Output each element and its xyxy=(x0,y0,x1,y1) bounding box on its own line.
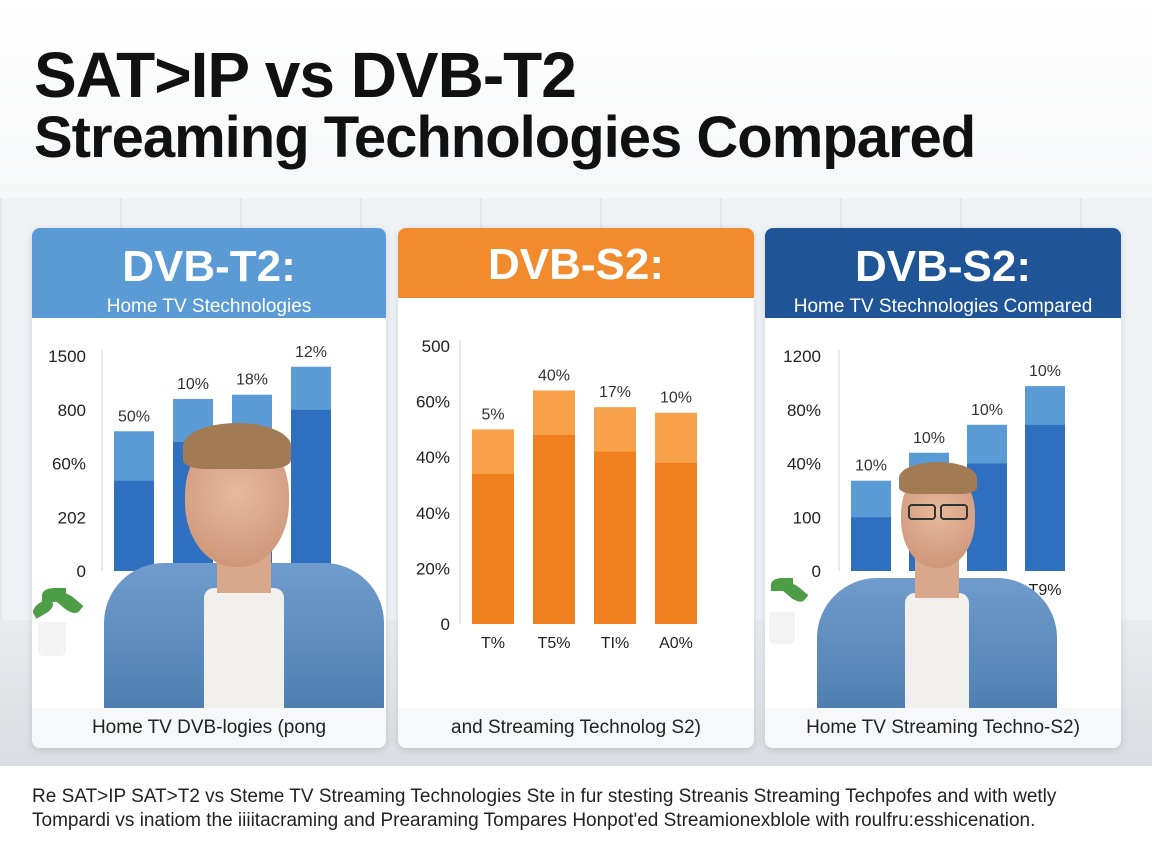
data-label: 17% xyxy=(599,384,631,401)
y-tick-label: 500 xyxy=(422,337,450,356)
y-tick-label: 80% xyxy=(787,401,821,420)
y-tick-label: 40% xyxy=(787,455,821,474)
data-label: 40% xyxy=(538,367,570,384)
chart-panel-dvb-s2-compared: DVB-S2: Home TV Stechnologies Compared 1… xyxy=(765,228,1121,748)
presenter-photo xyxy=(765,458,1121,708)
page-subtitle: Streaming Technologies Compared xyxy=(34,105,976,170)
category-label: TI% xyxy=(601,635,629,652)
data-label: 10% xyxy=(660,390,692,407)
bar-inner-segment xyxy=(114,480,154,571)
panel-header: DVB-S2: xyxy=(398,228,754,298)
y-tick-label: 800 xyxy=(58,401,86,420)
data-label: 50% xyxy=(118,408,150,425)
panel-heading: DVB-S2: xyxy=(854,242,1032,291)
panel-footer: Home TV DVB-logies (pong xyxy=(32,708,386,748)
page-title: SAT>IP vs DVB-T2 xyxy=(34,39,577,111)
data-label: 18% xyxy=(236,372,268,389)
data-label: 10% xyxy=(177,376,209,393)
bar-inner-segment xyxy=(533,434,575,624)
y-tick-label: 40% xyxy=(416,504,450,523)
category-label: T% xyxy=(481,635,505,652)
y-tick-label: 60% xyxy=(416,393,450,412)
panel-heading: DVB-T2: xyxy=(122,242,296,291)
bar-inner-segment xyxy=(1025,424,1065,571)
panel-subheading: Home TV Stechnologies xyxy=(106,296,312,317)
y-tick-label: 60% xyxy=(52,455,86,474)
y-tick-label: 0 xyxy=(812,562,821,581)
panel-header: DVB-S2: Home TV Stechnologies Compared xyxy=(765,228,1121,318)
bar-chart: 500 60% 40% 40% 20% 0 5% T% 40% T5% 17% TI% 10% A0% xyxy=(416,337,697,652)
category-label: A0% xyxy=(659,635,693,652)
plant-decoration xyxy=(765,578,811,648)
bar-inner-segment xyxy=(594,451,636,624)
presenter-photo xyxy=(32,423,386,708)
data-label: 5% xyxy=(481,406,504,423)
chart-panel-dvb-t2: DVB-T2: Home TV Stechnologies 1500 800 60%… xyxy=(32,228,386,748)
data-label: 10% xyxy=(913,430,945,447)
data-label: 10% xyxy=(971,402,1003,419)
y-tick-label: 0 xyxy=(77,562,86,581)
data-label: 10% xyxy=(855,458,887,475)
caption-line-2: Tompardi vs inatiom the iiiitacraming an… xyxy=(32,810,1036,831)
panel-footer: and Streaming Technolog S2) xyxy=(398,708,754,748)
category-label: T5% xyxy=(538,635,571,652)
y-tick-label: 0 xyxy=(441,615,450,634)
data-label: 12% xyxy=(295,344,327,361)
y-tick-label: 1500 xyxy=(48,347,86,366)
y-tick-label: 40% xyxy=(416,448,450,467)
plant-decoration xyxy=(32,588,92,658)
y-tick-label: 20% xyxy=(416,559,450,578)
caption-line-1: Re SAT>IP SAT>T2 vs Steme TV Streaming T… xyxy=(32,786,1057,807)
bar-inner-segment xyxy=(291,409,331,571)
bar-inner-segment xyxy=(851,517,891,571)
y-tick-label: 1200 xyxy=(783,347,821,366)
caption-bar: Re SAT>IP SAT>T2 vs Steme TV Streaming T… xyxy=(0,766,1152,864)
panel-footer: Home TV Streaming Techno-S2) xyxy=(765,708,1121,748)
header: SAT>IP vs DVB-T2 Streaming Technologies … xyxy=(0,0,1152,198)
y-tick-label: 100 xyxy=(793,508,821,527)
bar-inner-segment xyxy=(472,473,514,624)
y-tick-label: 202 xyxy=(58,508,86,527)
panel-subheading: Home TV Stechnologies Compared xyxy=(793,296,1093,317)
panel-header: DVB-T2: Home TV Stechnologies xyxy=(32,228,386,318)
bar-inner-segment xyxy=(655,462,697,624)
chart-panel-dvb-s2: DVB-S2: 500 60% 40% 40% 20% 0 5% T% 40% T5% 17% TI%… xyxy=(398,228,754,748)
panel-heading: DVB-S2: xyxy=(487,240,665,289)
data-label: 10% xyxy=(1029,363,1061,380)
